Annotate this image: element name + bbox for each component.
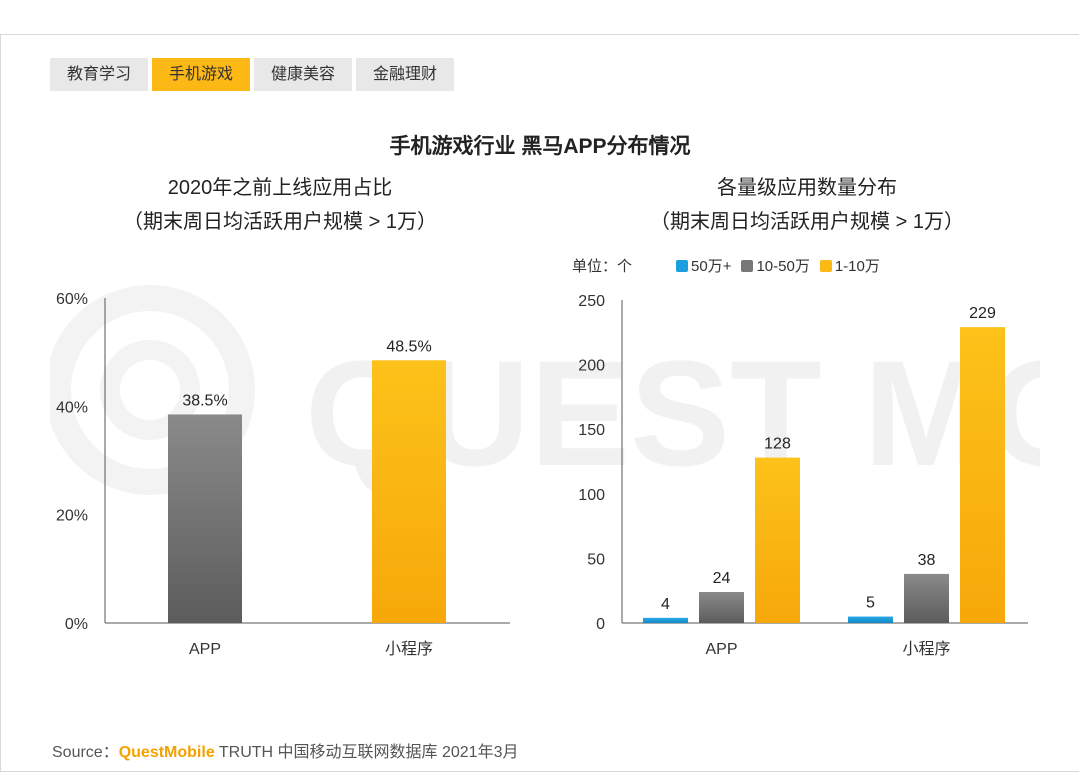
left-chart-title-line1: 2020年之前上线应用占比 [167,177,393,199]
right-bar-chart: 0 50 100 150 200 250 4 24 128 APP 5 38 229 小程序 [578,293,1028,658]
right-bar [755,457,800,623]
unit-label: 单位：个 [572,258,633,275]
legend-label-1-10w: 1-10万 [834,258,880,275]
left-chart-title-line2: （期末周日均活跃用户规模 > 1万） [123,211,437,233]
source-prefix: Source： [52,744,119,761]
source-note: Source：QuestMobile TRUTH 中国移动互联网数据库 2021… [52,738,518,762]
right-chart-legend: 单位：个 50万+ 10-50万 1-10万 [572,255,890,276]
legend-label-50w: 50万+ [691,258,732,275]
right-category-label: 小程序 [902,640,950,658]
right-bar [904,573,949,623]
right-ytick-label: 150 [578,422,605,439]
right-ytick-label: 100 [578,487,605,504]
left-ytick-label: 0% [65,616,88,633]
left-bar-value-label: 48.5% [386,338,431,355]
legend-swatch-50w [676,259,689,272]
left-category-label: 小程序 [385,640,433,658]
left-ytick-label: 20% [56,508,88,525]
right-ytick-label: 250 [578,293,605,310]
legend-swatch-10-50w [741,259,754,272]
right-bar-value-label: 5 [866,595,875,612]
legend-item-1-10w: 1-10万 [819,255,880,276]
right-bar-value-label: 229 [969,305,996,322]
right-ytick-label: 200 [578,358,605,375]
right-bar-value-label: 24 [713,570,731,587]
legend-item-10-50w: 10-50万 [741,255,810,276]
right-category-label: APP [705,641,737,658]
category-tabs: 教育学习 手机游戏 健康美容 金融理财 [50,58,455,91]
legend-label-10-50w: 10-50万 [756,258,810,275]
left-ytick-label: 60% [56,291,88,308]
left-bar [372,360,446,623]
right-bar-value-label: 38 [918,552,936,569]
tab-mobile-games[interactable]: 手机游戏 [152,58,251,91]
right-chart-title-line1: 各量级应用数量分布 [717,177,897,199]
right-chart-title: 各量级应用数量分布 （期末周日均活跃用户规模 > 1万） [572,171,1042,239]
legend-item-50w: 50万+ [676,255,731,276]
tab-education[interactable]: 教育学习 [50,58,149,91]
chart-main-title: 手机游戏行业 黑马APP分布情况 [389,135,691,158]
right-bar-value-label: 4 [661,596,670,613]
right-bar [848,616,893,623]
right-ytick-label: 0 [596,616,605,633]
left-category-label: APP [189,641,221,658]
right-bar [699,591,744,623]
tab-health-beauty[interactable]: 健康美容 [254,58,353,91]
source-brand: QuestMobile [118,744,215,761]
left-ytick-label: 40% [56,399,88,416]
right-bar [960,327,1005,623]
left-chart-title: 2020年之前上线应用占比 （期末周日均活跃用户规模 > 1万） [40,171,520,239]
right-bar [643,617,688,623]
legend-swatch-1-10w [819,259,832,272]
right-ytick-label: 50 [587,551,605,568]
right-bar-value-label: 128 [764,436,791,453]
right-chart-title-line2: （期末周日均活跃用户规模 > 1万） [650,211,964,233]
content-frame [0,34,1079,772]
left-bar-value-label: 38.5% [182,392,227,409]
tab-finance[interactable]: 金融理财 [356,58,455,91]
left-bar [168,414,242,623]
left-bar-chart: 0% 20% 40% 60% 38.5% APP 48.5% 小程序 [56,291,510,658]
source-rest: TRUTH 中国移动互联网数据库 2021年3月 [214,744,519,761]
